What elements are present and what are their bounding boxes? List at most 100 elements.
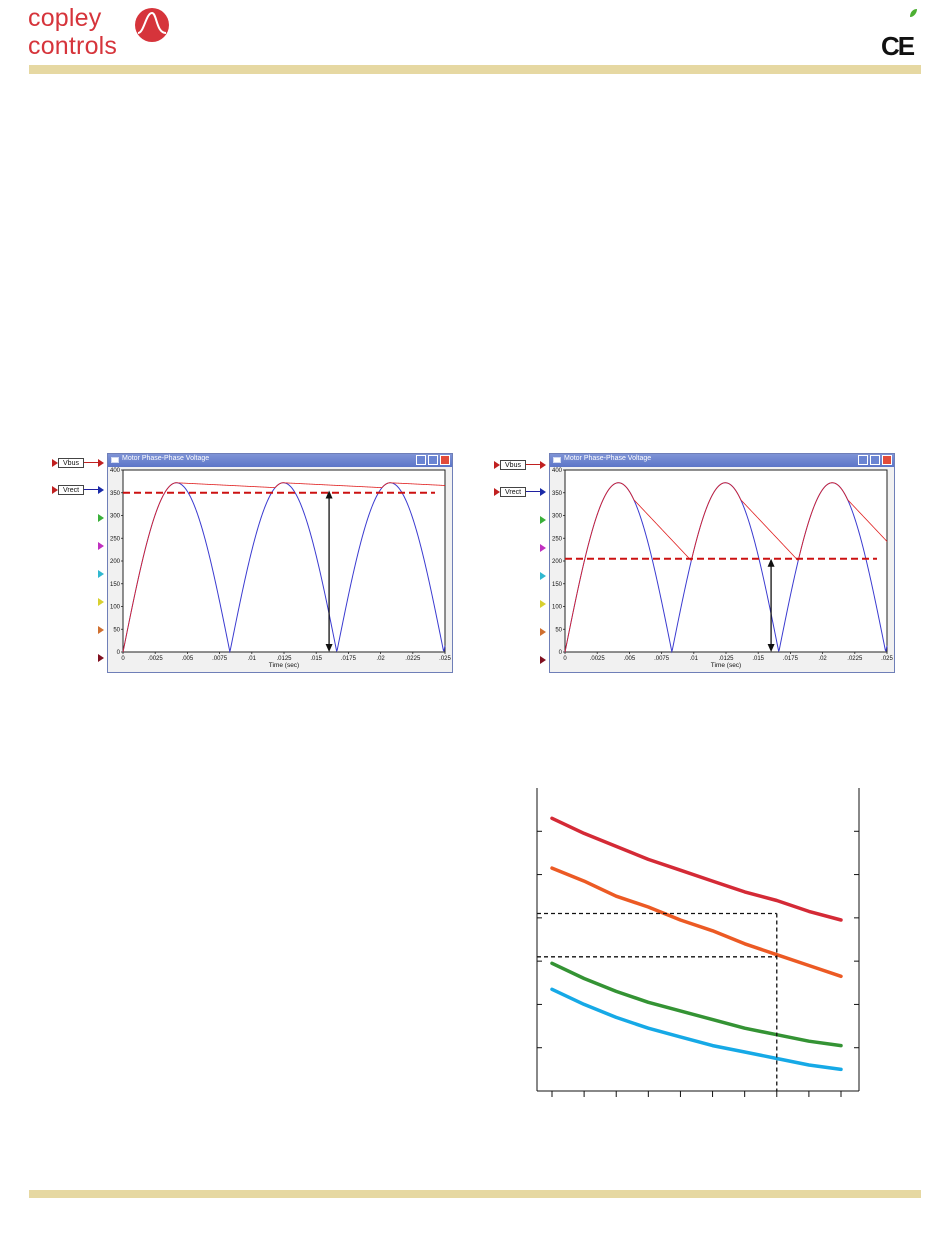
- minimize-button[interactable]: [858, 455, 868, 465]
- plot-area: [122, 469, 446, 653]
- x-tick-label: .015: [752, 656, 764, 662]
- x-tick-label: .0175: [783, 656, 799, 662]
- channel-marker-icon[interactable]: [98, 626, 104, 634]
- voltage-curves-chart: [536, 788, 860, 1097]
- x-tick-label: .0025: [148, 656, 164, 662]
- channel-marker-icon: [52, 486, 58, 494]
- y-tick-label: 0: [559, 650, 563, 656]
- arrow-down-icon: [325, 644, 333, 652]
- y-tick-label: 250: [552, 536, 563, 542]
- leaf-icon: [910, 9, 917, 17]
- bus-voltage-trace: [122, 482, 446, 653]
- arrow-up-icon: [325, 490, 333, 499]
- arrow-down-icon: [767, 644, 775, 652]
- channel-marker-icon[interactable]: [540, 544, 546, 552]
- y-tick-label: 200: [110, 559, 121, 565]
- y-tick-label: 0: [117, 650, 121, 656]
- scope-plot-2: 0 50 100 150 200 250 300 350 400 0 .0025 .005 .0075.…: [552, 468, 894, 669]
- channel-marker-icon: [52, 459, 58, 467]
- channel-marker-icon: [494, 488, 500, 496]
- x-tick-label: .0175: [341, 656, 357, 662]
- channel-label-vbus[interactable]: Vbus: [500, 460, 526, 470]
- y-tick-label: 100: [552, 605, 563, 611]
- logo-wave-icon: [135, 8, 169, 42]
- y-tick-label: 400: [110, 468, 121, 474]
- x-tick-label: .0025: [590, 656, 606, 662]
- channel-marker-icon[interactable]: [540, 516, 546, 524]
- scope-window-1[interactable]: Motor Phase-Phase Voltage 0 50 100 150 200 25…: [107, 453, 453, 673]
- x-axis-label: Time (sec): [711, 662, 741, 669]
- y-tick-label: 400: [552, 468, 563, 474]
- y-tick-label: 250: [110, 536, 121, 542]
- x-tick-label: .02: [376, 656, 385, 662]
- y-tick-label: 300: [552, 514, 563, 520]
- x-tick-label: .025: [439, 656, 451, 662]
- y-tick-label: 50: [555, 627, 562, 633]
- scope-title-bar[interactable]: Motor Phase-Phase Voltage: [550, 454, 894, 467]
- channel-marker-icon: [540, 488, 546, 496]
- x-tick-label: .02: [818, 656, 827, 662]
- copley-logo: copley controls: [28, 4, 178, 62]
- x-tick-label: .005: [624, 656, 636, 662]
- channel-marker-icon[interactable]: [98, 570, 104, 578]
- channel-label-vbus[interactable]: Vbus: [58, 458, 84, 468]
- x-tick-label: .0225: [847, 656, 863, 662]
- x-tick-label: .025: [881, 656, 893, 662]
- minimize-button[interactable]: [416, 455, 426, 465]
- x-tick-label: .01: [248, 656, 257, 662]
- x-tick-label: .0075: [212, 656, 228, 662]
- channel-marker-icon[interactable]: [98, 542, 104, 550]
- channel-marker-icon: [98, 459, 104, 467]
- arrow-up-icon: [767, 558, 775, 567]
- plot-area: [564, 469, 888, 653]
- logo-text-line1: copley: [28, 4, 102, 32]
- x-tick-label: 0: [121, 656, 125, 662]
- channel-marker-icon: [540, 461, 546, 469]
- x-tick-label: .0125: [718, 656, 734, 662]
- channel-marker-icon[interactable]: [540, 656, 546, 664]
- x-tick-label: .0125: [276, 656, 292, 662]
- ce-mark: CE: [881, 31, 915, 61]
- bus-voltage-trace: [564, 482, 888, 653]
- x-axis-label: Time (sec): [269, 662, 299, 669]
- scope-window-2[interactable]: Motor Phase-Phase Voltage 0 50 100 150 200 25…: [549, 453, 895, 673]
- series-line-2: [550, 866, 843, 979]
- series-line-3: [550, 961, 843, 1048]
- x-tick-label: .01: [690, 656, 699, 662]
- x-tick-label: 0: [563, 656, 567, 662]
- scope-title-bar[interactable]: Motor Phase-Phase Voltage: [108, 454, 452, 467]
- window-icon: [111, 457, 119, 463]
- scope-title: Motor Phase-Phase Voltage: [122, 455, 210, 462]
- channel-label-vrect[interactable]: Vrect: [500, 487, 526, 497]
- y-tick-label: 50: [113, 627, 120, 633]
- channel-label-vrect[interactable]: Vrect: [58, 485, 84, 495]
- close-button[interactable]: [882, 455, 892, 465]
- channel-marker-icon[interactable]: [98, 598, 104, 606]
- x-tick-label: .015: [310, 656, 322, 662]
- footer-divider: [29, 1190, 921, 1198]
- channel-marker-icon: [98, 486, 104, 494]
- y-tick-label: 200: [552, 559, 563, 565]
- channel-marker-icon[interactable]: [540, 572, 546, 580]
- y-tick-label: 350: [110, 491, 121, 497]
- y-tick-label: 150: [552, 582, 563, 588]
- channel-marker-icon[interactable]: [540, 600, 546, 608]
- window-icon: [553, 457, 561, 463]
- close-button[interactable]: [440, 455, 450, 465]
- x-tick-label: .0075: [654, 656, 670, 662]
- header-divider: [29, 65, 921, 74]
- series-line-1: [550, 816, 843, 922]
- channel-marker-icon[interactable]: [98, 654, 104, 662]
- logo-text-line2: controls: [28, 32, 118, 60]
- channel-marker-icon: [494, 461, 500, 469]
- maximize-button[interactable]: [870, 455, 880, 465]
- y-tick-label: 150: [110, 582, 121, 588]
- scope-plot-1: 0 50 100 150 200 250 300 350 400 0 .0025 .005 .0075.…: [110, 468, 452, 669]
- maximize-button[interactable]: [428, 455, 438, 465]
- y-tick-label: 100: [110, 605, 121, 611]
- x-tick-label: .005: [182, 656, 194, 662]
- series-line-4: [550, 987, 843, 1072]
- channel-marker-icon[interactable]: [98, 514, 104, 522]
- scope-title: Motor Phase-Phase Voltage: [564, 455, 652, 462]
- channel-marker-icon[interactable]: [540, 628, 546, 636]
